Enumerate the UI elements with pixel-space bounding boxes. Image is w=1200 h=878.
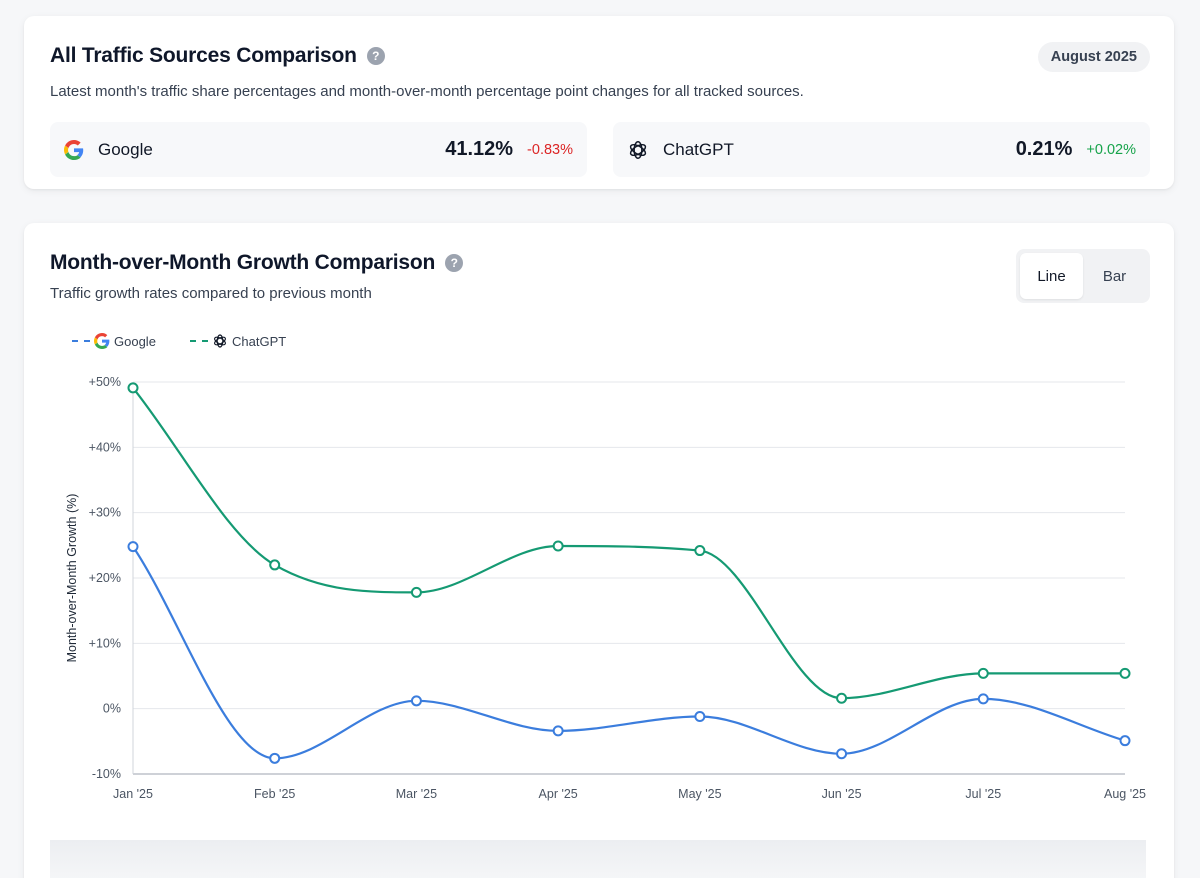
x-tick-label: Jan '25 bbox=[113, 787, 153, 801]
legend-label: ChatGPT bbox=[232, 333, 287, 349]
x-tick-label: Jun '25 bbox=[822, 787, 862, 801]
x-tick-label: Mar '25 bbox=[396, 787, 437, 801]
source-change: +0.02% bbox=[1086, 141, 1136, 158]
data-point-chatgpt bbox=[410, 586, 422, 598]
data-point-google bbox=[1119, 735, 1131, 747]
data-point-google bbox=[410, 695, 422, 707]
source-name: ChatGPT bbox=[663, 139, 734, 159]
source-share: 0.21% bbox=[1015, 138, 1073, 160]
y-tick-label: -10% bbox=[92, 767, 121, 781]
data-point-google bbox=[127, 541, 139, 553]
data-point-google bbox=[269, 752, 281, 764]
y-tick-label: +10% bbox=[89, 636, 121, 650]
growth-subtitle: Traffic growth rates compared to previou… bbox=[50, 285, 372, 302]
data-point-chatgpt bbox=[1119, 667, 1131, 679]
data-point-chatgpt bbox=[836, 692, 848, 704]
help-icon[interactable]: ? bbox=[366, 47, 385, 65]
bar-toggle-button[interactable]: Bar bbox=[1102, 267, 1127, 285]
source-card-google: Google 41.12% -0.83% bbox=[50, 122, 587, 177]
date-pill: August 2025 bbox=[1037, 42, 1150, 72]
growth-title-row: Month-over-Month Growth Comparison ? bbox=[50, 251, 464, 275]
y-tick-label: +40% bbox=[89, 440, 121, 454]
openai-knot-icon bbox=[214, 334, 226, 348]
source-name: Google bbox=[98, 139, 153, 159]
x-tick-label: Apr '25 bbox=[539, 787, 578, 801]
data-point-chatgpt bbox=[127, 382, 139, 394]
x-tick-label: Jul '25 bbox=[965, 787, 1001, 801]
data-point-google bbox=[836, 748, 848, 760]
series-line-chatgpt bbox=[132, 387, 1125, 700]
source-card-chatgpt: ChatGPT 0.21% +0.02% bbox=[613, 122, 1150, 177]
y-tick-label: +20% bbox=[89, 571, 121, 585]
legend-line-swatch bbox=[72, 340, 90, 342]
x-tick-label: Aug '25 bbox=[1104, 787, 1146, 801]
line-toggle-button[interactable]: Line bbox=[1020, 253, 1083, 299]
source-share: 41.12% bbox=[445, 138, 514, 160]
data-point-chatgpt bbox=[694, 545, 706, 557]
legend-item-google[interactable]: Google bbox=[72, 333, 156, 349]
help-icon[interactable]: ? bbox=[445, 254, 464, 272]
legend-line-swatch bbox=[190, 340, 208, 342]
y-axis-title: Month-over-Month Growth (%) bbox=[65, 494, 79, 663]
chart-type-toggle: Line Bar bbox=[1016, 249, 1150, 303]
overview-description: Latest month's traffic share percentages… bbox=[50, 83, 804, 100]
traffic-sources-card: All Traffic Sources Comparison ? August … bbox=[24, 16, 1174, 189]
openai-knot-icon bbox=[629, 140, 647, 159]
data-point-google bbox=[694, 711, 706, 723]
growth-line-chart: -10% 0% +10% +20% +30% +40% +50% Jan '25 Feb '25… bbox=[65, 375, 1146, 801]
data-point-chatgpt bbox=[977, 667, 989, 679]
y-tick-label: +30% bbox=[89, 506, 121, 520]
chart-footer-strip bbox=[50, 840, 1146, 878]
data-point-chatgpt bbox=[552, 540, 564, 552]
data-point-chatgpt bbox=[269, 559, 281, 571]
source-change: -0.83% bbox=[527, 141, 573, 158]
data-point-google bbox=[977, 693, 989, 705]
growth-chart-card: Month-over-Month Growth Comparison ? Tra… bbox=[24, 223, 1174, 878]
y-tick-label: +50% bbox=[89, 375, 121, 389]
data-point-google bbox=[552, 725, 564, 737]
google-g-icon bbox=[94, 333, 110, 349]
legend-label: Google bbox=[114, 333, 156, 349]
legend-item-chatgpt[interactable]: ChatGPT bbox=[190, 333, 286, 349]
overview-title-row: All Traffic Sources Comparison ? bbox=[50, 44, 385, 68]
x-tick-label: May '25 bbox=[678, 787, 721, 801]
growth-title: Month-over-Month Growth Comparison bbox=[50, 251, 436, 274]
x-tick-label: Feb '25 bbox=[254, 787, 295, 801]
overview-title: All Traffic Sources Comparison bbox=[50, 44, 357, 67]
google-g-icon bbox=[64, 139, 84, 160]
y-tick-label: 0% bbox=[103, 702, 121, 716]
